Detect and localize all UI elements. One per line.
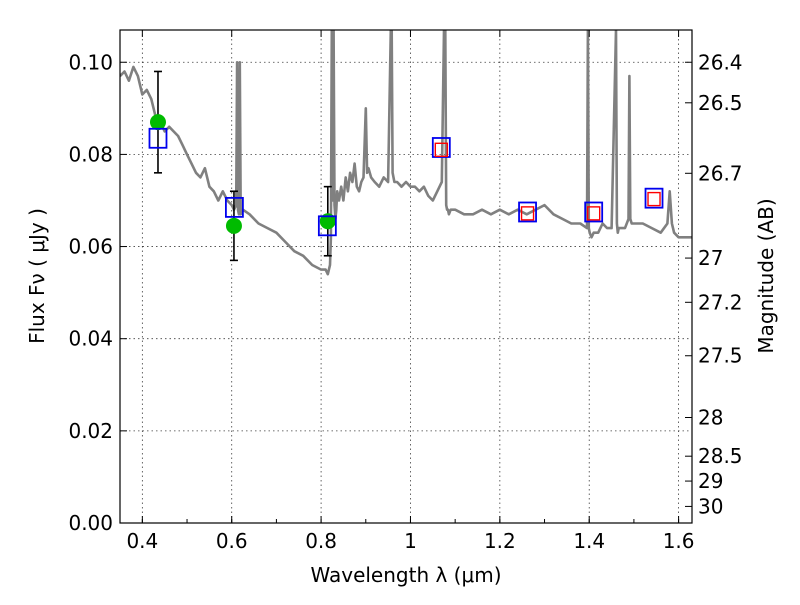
y-axis-title: Flux Fν ( μJy ) — [25, 208, 49, 344]
x-tick-label: 0.6 — [216, 529, 248, 553]
mag-tick-label: 27.5 — [698, 344, 743, 368]
model-square-blue — [224, 196, 244, 218]
mag-tick-label: 28 — [698, 405, 723, 429]
model-square-red — [520, 206, 535, 221]
y-tick-label: 0.08 — [68, 142, 113, 166]
mag-tick-label: 30 — [698, 494, 723, 518]
observed-point — [225, 217, 242, 234]
mag-tick-label: 26.4 — [698, 50, 743, 74]
x-tick-label: 0.4 — [126, 529, 158, 553]
mag-tick-label: 26.5 — [698, 91, 743, 115]
marker-layer — [148, 70, 664, 262]
model-square-red — [586, 206, 601, 221]
y2-axis-title: Magnitude (AB) — [754, 198, 778, 353]
model-square-red — [434, 142, 449, 157]
x-tick-label: 1 — [404, 529, 417, 553]
model-square-blue — [644, 187, 664, 209]
x-axis-title: Wavelength λ (μm) — [310, 563, 501, 587]
y-tick-label: 0.10 — [68, 50, 113, 74]
model-square-blue — [584, 201, 604, 223]
mag-tick-label: 27 — [698, 246, 723, 270]
tick-layer: 0.4 0.6 0.8 1 1.2 1.4 1.6 0.00 0.02 0.04 0.06 0.08 0… — [68, 30, 743, 553]
model-square-red — [647, 191, 661, 207]
mag-tick-label: 26.7 — [698, 161, 743, 185]
y-tick-label: 0.04 — [68, 327, 113, 351]
y-tick-label: 0.00 — [68, 511, 113, 535]
x-tick-label: 1.2 — [484, 529, 516, 553]
model-square-blue — [317, 215, 337, 237]
plot-frame — [119, 29, 693, 524]
plot-background — [120, 30, 692, 523]
grid-layer — [120, 30, 692, 523]
y-tick-label: 0.06 — [68, 235, 113, 259]
x-tick-label: 1.4 — [573, 529, 605, 553]
x-tick-label: 0.8 — [305, 529, 337, 553]
mag-tick-label: 29 — [698, 469, 723, 493]
mag-tick-label: 27.2 — [698, 290, 743, 314]
mag-tick-label: 28.5 — [698, 444, 743, 468]
model-square-blue — [148, 127, 168, 149]
y-tick-label: 0.02 — [68, 419, 113, 443]
model-square-blue — [518, 201, 537, 223]
observed-point — [149, 114, 166, 131]
x-tick-label: 1.6 — [663, 529, 695, 553]
